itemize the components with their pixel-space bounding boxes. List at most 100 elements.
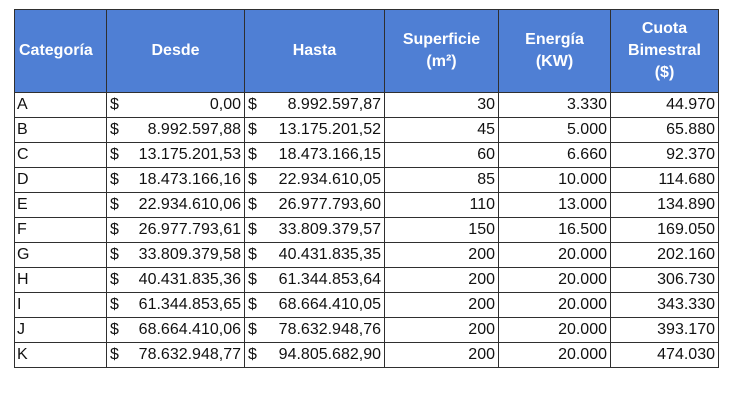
cell-categoria: I: [14, 292, 107, 318]
table-row: H $40.431.835,36 $61.344.853,64 200 20.000 30…: [14, 267, 719, 293]
header-superficie-label: Superficie: [402, 31, 481, 48]
cell-cuota: 114.680: [610, 167, 719, 193]
currency-symbol: $: [248, 271, 257, 288]
cell-hasta: $22.934.610,05: [244, 167, 385, 193]
cell-cuota: 306.730: [610, 267, 719, 293]
header-desde-label: Desde: [151, 42, 200, 59]
cell-superficie: 110: [384, 192, 499, 218]
cell-energia: 6.660: [498, 142, 611, 168]
cell-energia: 13.000: [498, 192, 611, 218]
currency-symbol: $: [110, 146, 119, 163]
cell-cuota: 169.050: [610, 217, 719, 243]
currency-symbol: $: [110, 196, 119, 213]
cell-hasta-value: 94.805.682,90: [278, 346, 381, 363]
cell-superficie: 85: [384, 167, 499, 193]
table-row: A $0,00 $8.992.597,87 30 3.330 44.970: [14, 92, 719, 118]
currency-symbol: $: [110, 121, 119, 138]
cell-categoria: A: [14, 92, 107, 118]
cell-hasta-value: 68.664.410,05: [278, 296, 381, 313]
currency-symbol: $: [110, 96, 119, 113]
cell-categoria: B: [14, 117, 107, 143]
cell-energia: 20.000: [498, 267, 611, 293]
header-energia: Energía (KW): [498, 9, 611, 93]
currency-symbol: $: [248, 121, 257, 138]
cell-desde: $33.809.379,58: [106, 242, 245, 268]
currency-symbol: $: [248, 146, 257, 163]
cell-cuota: 65.880: [610, 117, 719, 143]
currency-symbol: $: [248, 196, 257, 213]
cell-superficie: 60: [384, 142, 499, 168]
cell-cuota: 134.890: [610, 192, 719, 218]
cell-desde: $18.473.166,16: [106, 167, 245, 193]
header-energia-label: Energía: [525, 31, 584, 48]
header-superficie-unit: (m²): [426, 53, 457, 70]
cell-hasta-value: 33.809.379,57: [278, 221, 381, 238]
header-cuota-label-2: Bimestral: [628, 42, 701, 59]
cell-superficie: 200: [384, 342, 499, 368]
currency-symbol: $: [110, 321, 119, 338]
cell-hasta: $68.664.410,05: [244, 292, 385, 318]
cell-desde: $40.431.835,36: [106, 267, 245, 293]
header-categoria-label: Categoría: [19, 42, 93, 59]
cell-energia: 16.500: [498, 217, 611, 243]
categories-table: Categoría Desde Hasta Superficie (m²) En…: [14, 9, 719, 368]
cell-desde: $8.992.597,88: [106, 117, 245, 143]
cell-energia: 10.000: [498, 167, 611, 193]
cell-energia: 3.330: [498, 92, 611, 118]
cell-hasta-value: 18.473.166,15: [278, 146, 381, 163]
cell-categoria: F: [14, 217, 107, 243]
cell-hasta: $78.632.948,76: [244, 317, 385, 343]
table-header: Categoría Desde Hasta Superficie (m²) En…: [14, 9, 719, 93]
cell-desde-value: 78.632.948,77: [138, 346, 241, 363]
cell-energia: 20.000: [498, 292, 611, 318]
table-row: E $22.934.610,06 $26.977.793,60 110 13.000 13…: [14, 192, 719, 218]
currency-symbol: $: [248, 171, 257, 188]
cell-hasta: $94.805.682,90: [244, 342, 385, 368]
cell-energia: 20.000: [498, 342, 611, 368]
currency-symbol: $: [110, 171, 119, 188]
cell-hasta-value: 22.934.610,05: [278, 171, 381, 188]
cell-desde-value: 22.934.610,06: [138, 196, 241, 213]
header-superficie: Superficie (m²): [384, 9, 499, 93]
cell-hasta-value: 61.344.853,64: [278, 271, 381, 288]
table-row: J $68.664.410,06 $78.632.948,76 200 20.000 39…: [14, 317, 719, 343]
cell-hasta: $13.175.201,52: [244, 117, 385, 143]
table-row: G $33.809.379,58 $40.431.835,35 200 20.000 20…: [14, 242, 719, 268]
cell-hasta-value: 8.992.597,87: [287, 96, 381, 113]
table-row: F $26.977.793,61 $33.809.379,57 150 16.500 16…: [14, 217, 719, 243]
cell-hasta-value: 13.175.201,52: [278, 121, 381, 138]
cell-cuota: 92.370: [610, 142, 719, 168]
currency-symbol: $: [110, 221, 119, 238]
cell-desde-value: 0,00: [209, 96, 241, 113]
cell-cuota: 393.170: [610, 317, 719, 343]
cell-categoria: K: [14, 342, 107, 368]
cell-hasta-value: 78.632.948,76: [278, 321, 381, 338]
cell-hasta: $26.977.793,60: [244, 192, 385, 218]
cell-desde-value: 33.809.379,58: [138, 246, 241, 263]
cell-superficie: 200: [384, 242, 499, 268]
cell-hasta: $61.344.853,64: [244, 267, 385, 293]
cell-hasta: $18.473.166,15: [244, 142, 385, 168]
currency-symbol: $: [248, 96, 257, 113]
cell-desde-value: 40.431.835,36: [138, 271, 241, 288]
cell-superficie: 30: [384, 92, 499, 118]
currency-symbol: $: [248, 246, 257, 263]
cell-hasta-value: 26.977.793,60: [278, 196, 381, 213]
cell-desde-value: 8.992.597,88: [147, 121, 241, 138]
cell-hasta: $40.431.835,35: [244, 242, 385, 268]
cell-categoria: G: [14, 242, 107, 268]
cell-hasta-value: 40.431.835,35: [278, 246, 381, 263]
header-cuota-unit: ($): [654, 64, 675, 81]
cell-desde-value: 18.473.166,16: [138, 171, 241, 188]
cell-hasta: $33.809.379,57: [244, 217, 385, 243]
cell-categoria: H: [14, 267, 107, 293]
currency-symbol: $: [110, 296, 119, 313]
cell-superficie: 200: [384, 292, 499, 318]
cell-categoria: E: [14, 192, 107, 218]
cell-desde: $22.934.610,06: [106, 192, 245, 218]
currency-symbol: $: [248, 321, 257, 338]
currency-symbol: $: [110, 246, 119, 263]
cell-desde: $13.175.201,53: [106, 142, 245, 168]
currency-symbol: $: [248, 221, 257, 238]
